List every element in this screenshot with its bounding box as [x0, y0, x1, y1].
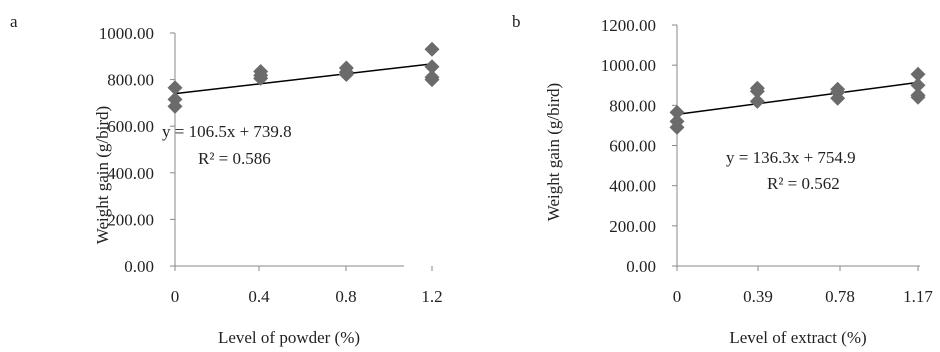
trend-equation-a: y = 106.5x + 739.8 — [162, 122, 292, 141]
x-ticks-a: 0 0.4 0.8 1.2 — [171, 266, 443, 306]
data-point — [167, 80, 183, 96]
x-tick-label: 0 — [171, 287, 180, 306]
data-point — [424, 72, 440, 88]
r-squared-b: R² = 0.562 — [767, 174, 840, 193]
x-tick-label: 0.8 — [335, 287, 356, 306]
x-tick-label: 0 — [673, 287, 682, 306]
y-tick-label: 0.00 — [626, 257, 656, 276]
x-tick-label: 1.2 — [421, 287, 442, 306]
data-point — [910, 66, 926, 82]
x-tick-label: 1.17 — [903, 287, 933, 306]
data-points-a — [167, 41, 440, 114]
data-point — [749, 83, 765, 99]
y-ticks-b: 0.00 200.00 400.00 600.00 800.00 1000.00 1200.… — [601, 16, 677, 276]
y-tick-label: 600.00 — [107, 117, 154, 136]
chart-panel-a: a Weight gain (g/bird) Level of powder (… — [10, 12, 443, 347]
y-tick-label: 200.00 — [609, 217, 656, 236]
y-tick-label: 800.00 — [107, 71, 154, 90]
panel-label-a: a — [10, 12, 18, 31]
y-tick-label: 1000.00 — [601, 56, 656, 75]
x-axis-title-b: Level of extract (%) — [729, 328, 866, 347]
y-tick-label: 1000.00 — [99, 24, 154, 43]
y-tick-label: 0.00 — [124, 257, 154, 276]
trendline-a — [174, 63, 433, 95]
data-point — [749, 93, 765, 109]
y-tick-label: 800.00 — [609, 96, 656, 115]
x-axis-title-a: Level of powder (%) — [218, 328, 360, 347]
x-tick-label: 0.78 — [825, 287, 855, 306]
data-point — [669, 104, 685, 120]
x-tick-label: 0.4 — [248, 287, 270, 306]
data-point — [338, 66, 354, 82]
y-axis-title-b: Weight gain (g/bird) — [544, 83, 563, 221]
data-point — [830, 90, 846, 106]
y-tick-label: 400.00 — [107, 164, 154, 183]
y-tick-label: 200.00 — [107, 210, 154, 229]
data-points-b — [669, 66, 926, 135]
data-point — [669, 119, 685, 135]
data-point — [910, 89, 926, 105]
data-point — [424, 41, 440, 57]
trendline-b — [676, 81, 919, 116]
trend-equation-b: y = 136.3x + 754.9 — [726, 148, 856, 167]
panel-label-b: b — [512, 12, 521, 31]
data-point — [167, 98, 183, 114]
chart-panel-b: b Weight gain (g/bird) Level of extract … — [512, 12, 933, 347]
data-point — [253, 70, 269, 86]
data-point — [424, 59, 440, 75]
y-axis-title-a: Weight gain (g/bird) — [93, 106, 112, 244]
y-tick-label: 1200.00 — [601, 16, 656, 35]
x-tick-label: 0.39 — [743, 287, 773, 306]
data-point — [910, 77, 926, 93]
y-ticks-a: 0.00 200.00 400.00 600.00 800.00 1000.00 — [99, 24, 175, 276]
y-tick-label: 400.00 — [609, 177, 656, 196]
x-ticks-b: 0 0.39 0.78 1.17 — [673, 266, 933, 306]
y-tick-label: 600.00 — [609, 137, 656, 156]
r-squared-a: R² = 0.586 — [198, 149, 271, 168]
